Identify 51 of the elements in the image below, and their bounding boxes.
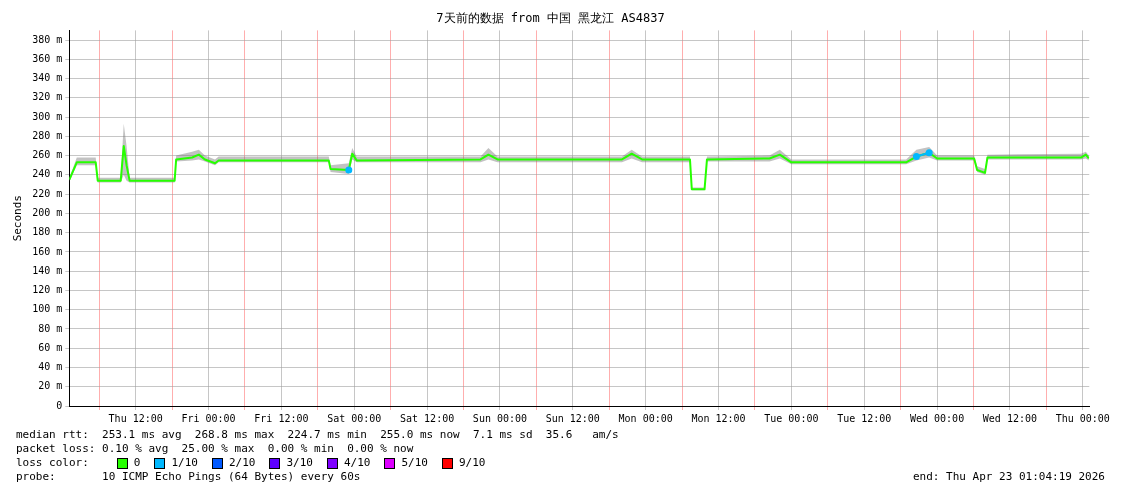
legend-title: loss color: — [16, 456, 89, 470]
y-tick-label: 200 m — [32, 206, 63, 218]
legend-label: 0 — [133, 456, 141, 470]
y-tick-label: 300 m — [32, 110, 63, 122]
y-tick-label: 260 m — [32, 149, 63, 161]
x-tick-label: Wed 12:00 — [982, 412, 1038, 424]
x-tick-label: Sat 12:00 — [400, 412, 455, 424]
x-tick-label: Wed 00:00 — [909, 412, 965, 424]
text: median rtt: 253.1 ms avg 268.8 ms max 224.7 ms min 255.0 ms now 7.1 ms sd 35.6 am/s — [16, 428, 620, 442]
y-axis-title: Seconds — [11, 195, 25, 242]
y-tick-label: 80 m — [38, 322, 63, 334]
y-tick-label: 320 m — [32, 91, 63, 103]
chart-title: 7天前的数据 from 中国 黑龙江 AS4837 — [436, 11, 665, 26]
x-tick-label: Thu 00:00 — [1055, 412, 1110, 424]
text: end: Thu Apr 23 01:04:19 2026 — [912, 470, 1105, 484]
text: packet loss: 0.10 % avg 25.00 % max 0.00 % min 0.00 % now — [16, 442, 415, 456]
x-tick-label: Sat 00:00 — [327, 412, 382, 424]
y-tick-label: 160 m — [32, 245, 63, 257]
legend-label: 2/10 — [228, 456, 256, 470]
y-tick-label: 100 m — [32, 303, 63, 315]
y-tick-label: 40 m — [38, 361, 63, 373]
legend-label: 4/10 — [343, 456, 371, 470]
y-tick-label: 140 m — [32, 264, 63, 276]
y-tick-label: 60 m — [38, 341, 63, 353]
y-tick-label: 20 m — [38, 380, 63, 392]
x-tick-label: Fri 12:00 — [254, 412, 309, 424]
x-tick-label: Mon 00:00 — [618, 412, 673, 424]
x-tick-label: Tue 12:00 — [837, 412, 892, 424]
legend-label: 1/10 — [171, 456, 198, 470]
x-tick-label: Mon 12:00 — [691, 412, 746, 424]
y-tick-label: 340 m — [32, 72, 63, 84]
x-tick-label: Thu 12:00 — [108, 412, 163, 424]
legend-label: 5/10 — [401, 456, 428, 470]
point — [925, 149, 933, 157]
legend-label: 9/10 — [458, 456, 486, 470]
point — [912, 153, 920, 161]
y-tick-label: 280 m — [32, 129, 63, 141]
x-tick-label: Sun 00:00 — [472, 412, 528, 424]
y-tick-label: 0 — [56, 399, 63, 411]
x-tick-label: Tue 00:00 — [764, 412, 819, 424]
text: probe: 10 ICMP Echo Pings (64 Bytes) every 60s — [16, 470, 361, 484]
y-tick-label: 380 m — [32, 33, 63, 45]
point — [345, 166, 353, 174]
y-tick-label: 360 m — [32, 52, 63, 64]
y-tick-label: 240 m — [32, 168, 63, 180]
y-tick-label: 180 m — [32, 226, 63, 238]
y-tick-label: 120 m — [32, 284, 63, 296]
y-tick-label: 220 m — [32, 187, 63, 199]
legend-label: 3/10 — [286, 456, 313, 470]
x-tick-label: Fri 00:00 — [181, 412, 236, 424]
x-tick-label: Sun 12:00 — [545, 412, 600, 424]
